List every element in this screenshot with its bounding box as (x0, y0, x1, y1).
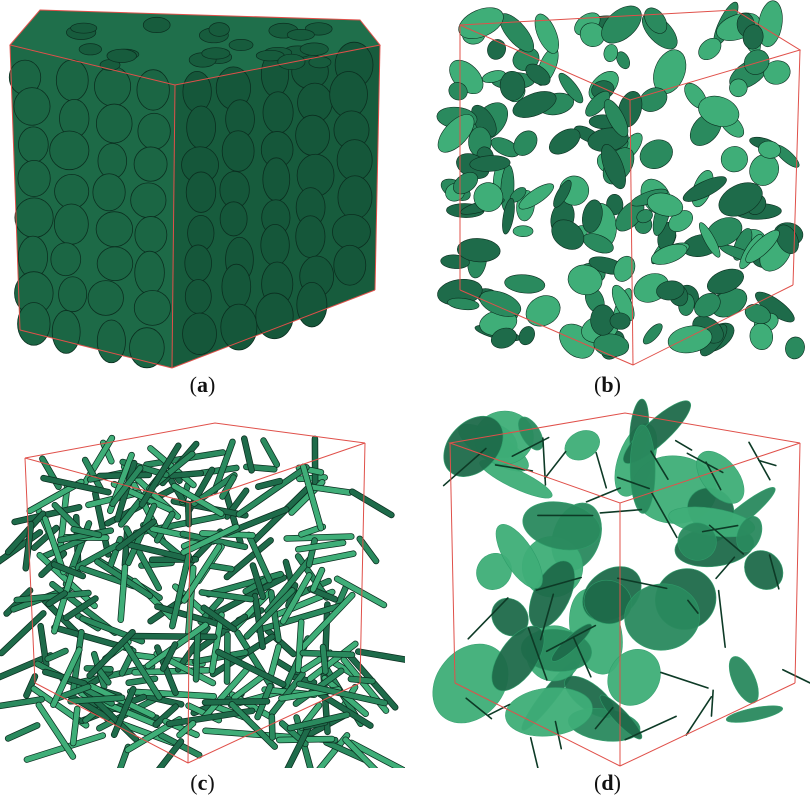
panel-a: (a) (0, 0, 405, 398)
caption-c: (c) (0, 770, 405, 796)
rve-platelets-image (405, 398, 810, 768)
rve-ellipsoids-image (405, 0, 810, 370)
panel-b: (b) (405, 0, 810, 398)
caption-a: (a) (0, 372, 405, 398)
caption-b: (b) (405, 372, 810, 398)
caption-d: (d) (405, 770, 810, 796)
rve-fibers-image (0, 398, 405, 768)
panel-c: (c) (0, 398, 405, 796)
rve-spheres-image (0, 0, 405, 370)
panel-d: (d) (405, 398, 810, 796)
